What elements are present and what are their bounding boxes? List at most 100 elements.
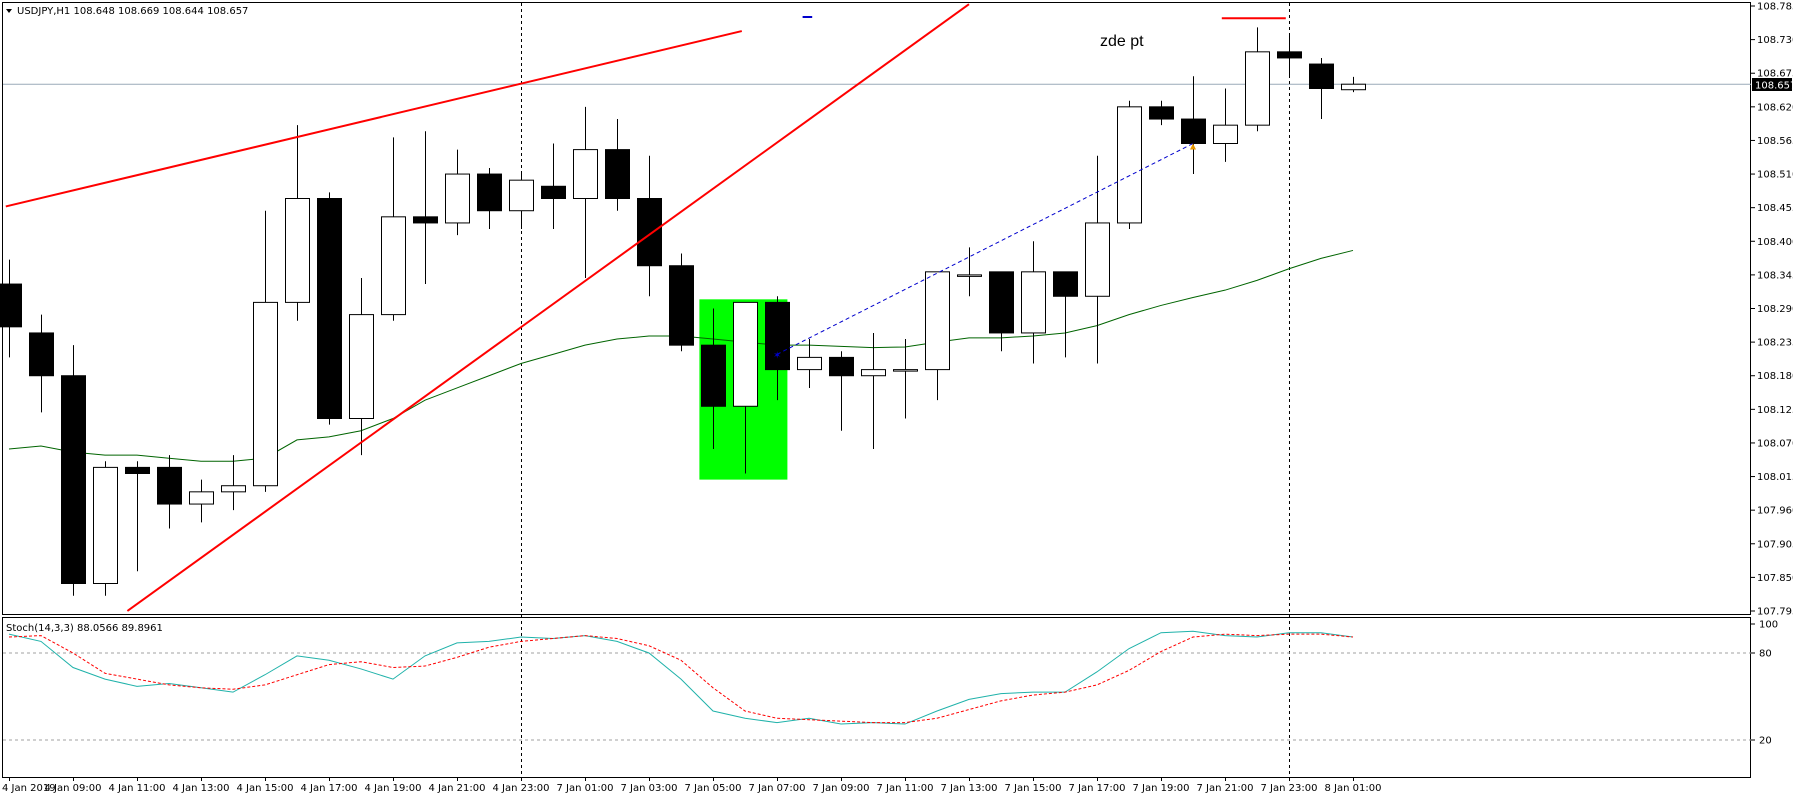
y-axis-tick-label: 108.180 — [1757, 371, 1793, 382]
candle-body-bullish — [893, 369, 918, 372]
candle-body-bullish — [1341, 83, 1366, 91]
annotation-text: zde pt — [1100, 33, 1144, 50]
y-axis-tick-label: 108.125 — [1757, 405, 1793, 416]
candle-body-bullish — [797, 356, 822, 371]
candle-body-bearish — [989, 271, 1014, 334]
grid-layer — [3, 3, 1751, 777]
x-axis-tick-label: 4 Jan 17:00 — [301, 783, 358, 794]
candle-body-bullish — [381, 216, 406, 316]
candle-body-bearish — [669, 265, 694, 346]
trend-line[interactable] — [5, 30, 743, 208]
candle-body-bearish — [1181, 118, 1206, 145]
y-axis-tick-label: 108.730 — [1757, 35, 1793, 46]
candle-body-bearish — [701, 344, 726, 407]
y-axis-tick-label: 107.850 — [1757, 573, 1793, 584]
x-axis-tick-label: 7 Jan 21:00 — [1197, 783, 1254, 794]
candle-body-bullish — [1085, 222, 1110, 297]
y-axis-tick-label: 108.015 — [1757, 472, 1793, 483]
y-axis-tick-label: 107.960 — [1757, 506, 1793, 517]
stoch-chart-title: Stoch(14,3,3) 88.0566 89.8961 — [6, 623, 163, 634]
candle-body-bearish — [765, 301, 790, 371]
candle-body-bearish — [125, 466, 150, 474]
trend-line[interactable] — [126, 3, 970, 612]
y-axis-tick-label: 108.565 — [1757, 136, 1793, 147]
stoch-axis-tick-label: 20 — [1759, 736, 1772, 747]
x-axis-tick-label: 7 Jan 17:00 — [1069, 783, 1126, 794]
candle-body-bearish — [1309, 63, 1334, 90]
y-axis-tick-label: 108.455 — [1757, 203, 1793, 214]
x-axis-tick-label: 4 Jan 09:00 — [45, 783, 102, 794]
x-axis-tick-label: 4 Jan 19:00 — [365, 783, 422, 794]
candle-body-bullish — [253, 301, 278, 487]
y-axis-tick-label: 108.785 — [1757, 2, 1793, 13]
trend-lines-layer: ✶ — [5, 3, 1286, 612]
y-axis-tick-label: 107.795 — [1757, 607, 1793, 618]
y-axis-tick-label: 108.235 — [1757, 338, 1793, 349]
x-axis-tick-label: 7 Jan 19:00 — [1133, 783, 1190, 794]
y-axis-tick-label: 108.675 — [1757, 69, 1793, 80]
stoch-axis-tick-label: 80 — [1759, 649, 1772, 660]
y-axis-tick-label: 108.620 — [1757, 102, 1793, 113]
candle-body-bearish — [413, 216, 438, 224]
y-axis-tick-label: 108.510 — [1757, 170, 1793, 181]
x-axis-tick-label: 4 Jan 15:00 — [237, 783, 294, 794]
y-axis-tick-label: 108.400 — [1757, 237, 1793, 248]
candle-body-bearish — [157, 466, 182, 505]
candle-body-bullish — [349, 314, 374, 419]
candle-body-bullish — [445, 173, 470, 224]
x-axis-tick-label: 7 Jan 09:00 — [813, 783, 870, 794]
current-price-box — [1752, 78, 1792, 91]
y-axis-tick-label: 107.905 — [1757, 539, 1793, 550]
x-axis-tick-label: 7 Jan 03:00 — [621, 783, 678, 794]
current-price-label: 108.657 — [1755, 81, 1793, 92]
x-axis-tick-label: 7 Jan 15:00 — [1005, 783, 1062, 794]
symbol-dropdown-icon[interactable] — [6, 9, 12, 13]
x-axis-tick-label: 7 Jan 05:00 — [685, 783, 742, 794]
candle-body-bullish — [733, 301, 758, 407]
candle-body-bearish — [1053, 271, 1078, 297]
y-axis-tick-label: 108.345 — [1757, 270, 1793, 281]
trend-line[interactable] — [776, 143, 1194, 355]
y-axis-tick-label: 108.290 — [1757, 304, 1793, 315]
candle-body-bearish — [1277, 51, 1302, 59]
x-axis-tick-label: 7 Jan 23:00 — [1261, 783, 1318, 794]
candle-body-bullish — [1021, 271, 1046, 334]
candle-body-bearish — [637, 198, 662, 267]
stochastic-layer — [3, 630, 1751, 741]
x-axis-tick-label: 4 Jan 21:00 — [429, 783, 486, 794]
candle-body-bullish — [221, 485, 246, 493]
stoch-signal-line — [8, 633, 1354, 724]
candle-body-bullish — [285, 198, 310, 303]
candle-body-bearish — [477, 173, 502, 212]
price-chart-title: USDJPY,H1 108.648 108.669 108.644 108.65… — [17, 6, 248, 17]
candle-body-bullish — [1245, 51, 1270, 126]
x-axis-tick-label: 4 Jan 13:00 — [173, 783, 230, 794]
candle-body-bullish — [573, 149, 598, 200]
x-axis-tick-label: 4 Jan 11:00 — [109, 783, 166, 794]
candle-body-bullish — [189, 491, 214, 505]
candle-body-bullish — [1213, 124, 1238, 144]
candle-body-bearish — [317, 198, 342, 419]
candles-layer — [0, 27, 1366, 596]
x-axis-tick-label: 7 Jan 13:00 — [941, 783, 998, 794]
x-axis-tick-label: 4 Jan 23:00 — [493, 783, 550, 794]
x-axis-tick-label: 8 Jan 01:00 — [1325, 783, 1382, 794]
candle-body-bullish — [509, 179, 534, 212]
candle-body-bullish — [925, 271, 950, 371]
stoch-panel-frame — [2, 617, 1751, 778]
x-axis-tick-label: 4 Jan 2019 — [2, 783, 56, 794]
candle-body-bearish — [0, 283, 22, 328]
candle-body-bearish — [61, 375, 86, 584]
candle-body-bullish — [1117, 106, 1142, 224]
y-axis-tick-label: 108.070 — [1757, 438, 1793, 449]
projection-end-marker — [1190, 143, 1196, 150]
stoch-main-line — [8, 630, 1354, 725]
x-axis-tick-label: 7 Jan 11:00 — [877, 783, 934, 794]
x-axis-tick-label: 7 Jan 07:00 — [749, 783, 806, 794]
candle-body-bearish — [605, 149, 630, 200]
candle-body-bullish — [861, 369, 886, 377]
projection-start-marker: ✶ — [773, 350, 781, 361]
candle-body-bullish — [93, 466, 118, 584]
